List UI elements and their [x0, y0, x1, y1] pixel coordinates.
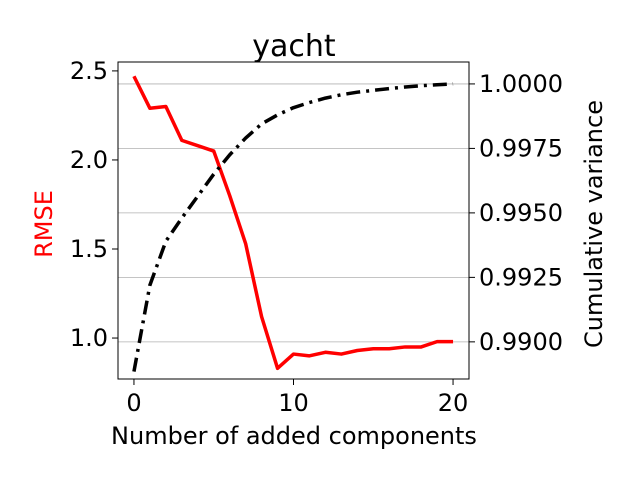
y-left-tick-label: 1.0 — [70, 324, 108, 352]
grid-lines — [118, 83, 469, 343]
y-right-tick-label: 1.0000 — [479, 70, 563, 98]
y-right-tick-label: 0.9900 — [479, 328, 563, 356]
y-right-tick-label: 0.9975 — [479, 134, 563, 162]
y-right-tick-label: 0.9925 — [479, 263, 563, 291]
rmse-line — [132, 75, 454, 371]
y-left-tick-label: 2.5 — [70, 57, 108, 85]
series-lines — [132, 75, 454, 372]
axis-ticks: 1.0 1.5 2.0 2.5 0.9900 0.9925 0.9950 0.9975 1.00… — [70, 57, 563, 417]
y-right-tick-label: 0.9950 — [479, 199, 563, 227]
y-axis-left-label: RMSE — [30, 190, 58, 258]
chart-title: yacht — [252, 29, 336, 64]
y-axis-right-label: Cumulative variance — [580, 100, 608, 348]
cumulative-variance-line — [132, 82, 454, 372]
x-tick-label: 20 — [438, 389, 469, 417]
x-tick-label: 0 — [126, 389, 141, 417]
x-axis-label: Number of added components — [111, 422, 477, 450]
y-left-tick-label: 1.5 — [70, 235, 108, 263]
y-left-tick-label: 2.0 — [70, 146, 108, 174]
x-tick-label: 10 — [278, 389, 309, 417]
